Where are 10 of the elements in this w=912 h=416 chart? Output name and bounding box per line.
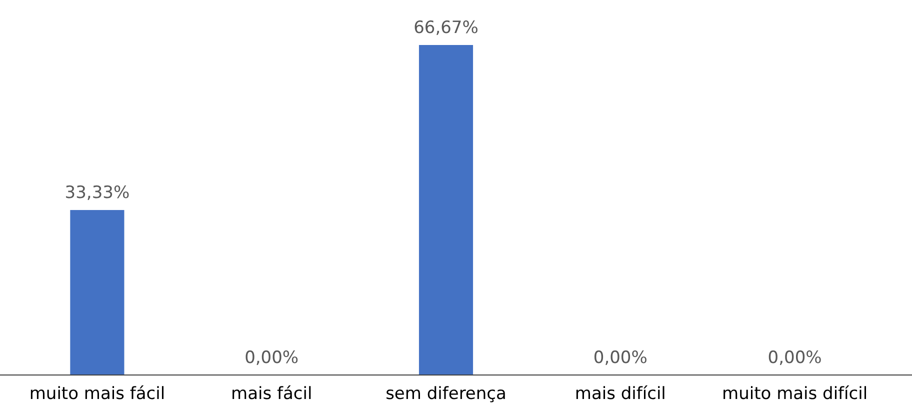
data-label: 0,00% [593,348,648,368]
data-label: 0,00% [244,348,299,368]
x-tick-label: mais fácil [231,384,312,404]
x-tick-label: sem diferença [386,384,506,404]
data-label: 0,00% [768,348,822,368]
x-tick-label: muito mais fácil [29,384,166,404]
x-tick-label: muito mais difícil [722,384,868,404]
x-tick-label: mais difícil [574,384,666,404]
data-label: 33,33% [64,183,130,204]
data-label: 66,67% [414,18,478,38]
